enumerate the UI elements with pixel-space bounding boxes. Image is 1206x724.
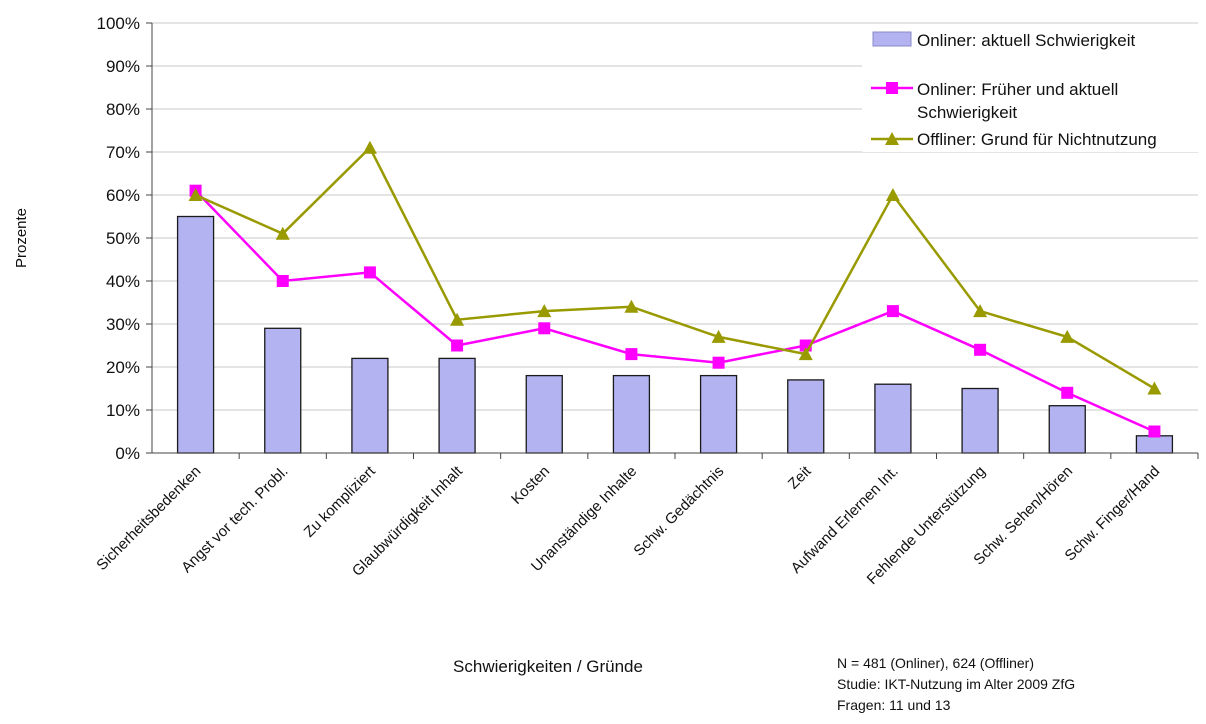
x-tick-label: Kosten: [508, 463, 553, 508]
point-triangle: [885, 188, 900, 201]
y-tick-label: 60%: [106, 186, 140, 205]
gridlines: [152, 22, 1198, 411]
bar: [351, 357, 389, 454]
point-square: [538, 322, 551, 335]
y-tick-label: 50%: [106, 229, 140, 248]
note-questions: Fragen: 11 und 13: [837, 697, 951, 713]
point-triangle: [711, 329, 726, 343]
point-square: [1148, 425, 1161, 438]
point-triangle: [275, 226, 290, 240]
legend-label: Onliner: Früher und aktuell: [917, 80, 1118, 99]
legend-marker-triangle: [885, 132, 899, 145]
bar: [874, 383, 912, 454]
line-series: [188, 140, 1162, 438]
point-triangle: [188, 188, 203, 201]
x-tick-label: Zeit: [785, 462, 815, 492]
legend-label: Onliner: aktuell Schwierigkeit: [917, 31, 1136, 50]
point-triangle: [973, 304, 988, 318]
legend-marker-square: [886, 82, 898, 94]
point-triangle: [537, 304, 552, 318]
y-tick-label: 100%: [97, 14, 140, 33]
y-tick-label: 80%: [106, 100, 140, 119]
point-square: [1061, 386, 1074, 399]
point-square: [974, 343, 987, 356]
point-square: [712, 356, 725, 369]
note-study: Studie: IKT-Nutzung im Alter 2009 ZfG: [837, 676, 1076, 692]
point-triangle: [624, 299, 639, 313]
point-square: [363, 266, 376, 279]
x-tick-label: Schw. Gedächtnis: [630, 463, 727, 560]
point-triangle: [1060, 329, 1075, 343]
point-square: [276, 275, 289, 287]
x-tick-label: Zu kompliziert: [301, 462, 380, 541]
bar: [1048, 405, 1086, 454]
y-tick-label: 10%: [106, 401, 140, 420]
y-tick-label: 0%: [115, 444, 140, 463]
bar: [264, 327, 302, 454]
legend-label: Schwierigkeit: [917, 103, 1017, 122]
x-tick-label: Schw. Finger/Hand: [1062, 463, 1164, 565]
bar: [1135, 435, 1174, 454]
line-offliner: [195, 145, 1156, 390]
point-triangle: [798, 347, 813, 361]
y-tick-label: 20%: [106, 358, 140, 377]
point-square: [886, 305, 899, 318]
legend-label: Offliner: Grund für Nichtnutzung: [917, 130, 1157, 149]
bar: [525, 374, 563, 454]
bar: [961, 387, 999, 454]
bar: [176, 215, 215, 454]
note-sample-size: N = 481 (Onliner), 624 (Offliner): [837, 655, 1034, 671]
bar: [787, 379, 825, 454]
line-onliner-frueher: [194, 189, 1155, 433]
bar: [699, 374, 738, 454]
y-axis-title: Prozente: [13, 208, 30, 268]
point-triangle: [450, 312, 465, 326]
bar: [438, 357, 476, 454]
bar: [612, 374, 651, 454]
y-tick-label: 70%: [106, 143, 140, 162]
legend-swatch-bar: [872, 31, 912, 47]
point-triangle: [1147, 381, 1162, 395]
y-tick-label: 90%: [106, 57, 140, 76]
point-square: [451, 339, 464, 352]
legend: Onliner: aktuell Schwierigkeit Onliner: F…: [862, 24, 1198, 152]
legend-box: [862, 24, 1198, 152]
y-tick-label: 30%: [106, 315, 140, 334]
x-tick-label: Schw. Sehen/Hören: [970, 463, 1076, 569]
point-square: [625, 348, 638, 361]
point-triangle: [362, 140, 377, 154]
x-axis-title: Schwierigkeiten / Gründe: [453, 657, 643, 676]
y-tick-label: 40%: [106, 272, 140, 291]
bar-series: [176, 215, 1174, 454]
